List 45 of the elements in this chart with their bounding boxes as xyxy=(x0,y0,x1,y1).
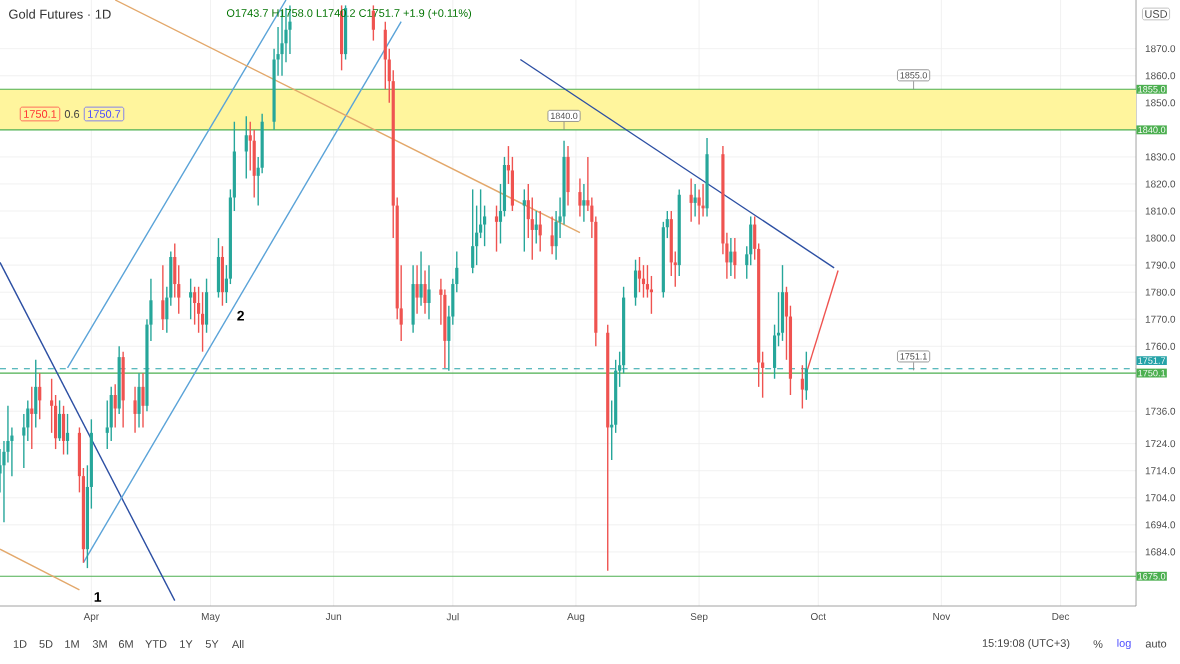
candlestick xyxy=(288,4,292,55)
candlestick xyxy=(57,399,62,442)
candlestick xyxy=(415,264,419,315)
candlestick xyxy=(697,188,701,226)
candlestick xyxy=(419,250,423,307)
candlestick xyxy=(109,386,113,442)
candlestick xyxy=(204,277,209,334)
candlestick xyxy=(800,364,804,410)
candlestick xyxy=(693,183,697,218)
candlestick xyxy=(340,4,344,72)
candlestick xyxy=(522,188,526,253)
candlestick xyxy=(804,351,808,401)
candlestick xyxy=(220,245,225,307)
candlestick xyxy=(637,256,642,293)
candlestick xyxy=(252,129,256,199)
candlestick xyxy=(582,183,586,223)
candlestick xyxy=(494,204,499,253)
candlestick xyxy=(113,383,117,429)
candlestick xyxy=(689,177,693,223)
candlestick xyxy=(633,259,638,307)
candlestick xyxy=(121,351,125,429)
candlestick xyxy=(578,177,582,218)
candlestick xyxy=(471,188,475,274)
candlestick xyxy=(193,286,197,326)
candlestick xyxy=(189,277,193,320)
candlestick xyxy=(200,291,205,353)
candlestick xyxy=(244,115,248,180)
candlestick xyxy=(780,264,785,342)
candlestick xyxy=(733,237,737,280)
candlestick xyxy=(141,372,145,429)
candlestick xyxy=(566,145,570,207)
candlestick xyxy=(216,237,221,299)
candlestick xyxy=(280,10,284,77)
candlestick xyxy=(371,4,375,42)
candlestick xyxy=(137,372,141,429)
candlestick xyxy=(161,264,165,331)
candlestick xyxy=(550,215,554,255)
candlestick xyxy=(34,359,38,429)
candlestick xyxy=(423,269,427,315)
candlestick xyxy=(65,413,70,456)
candlestick xyxy=(411,264,415,334)
candlestick xyxy=(427,264,431,320)
candlestick xyxy=(38,372,42,421)
candlestick xyxy=(133,386,137,434)
candlestick xyxy=(61,405,66,456)
